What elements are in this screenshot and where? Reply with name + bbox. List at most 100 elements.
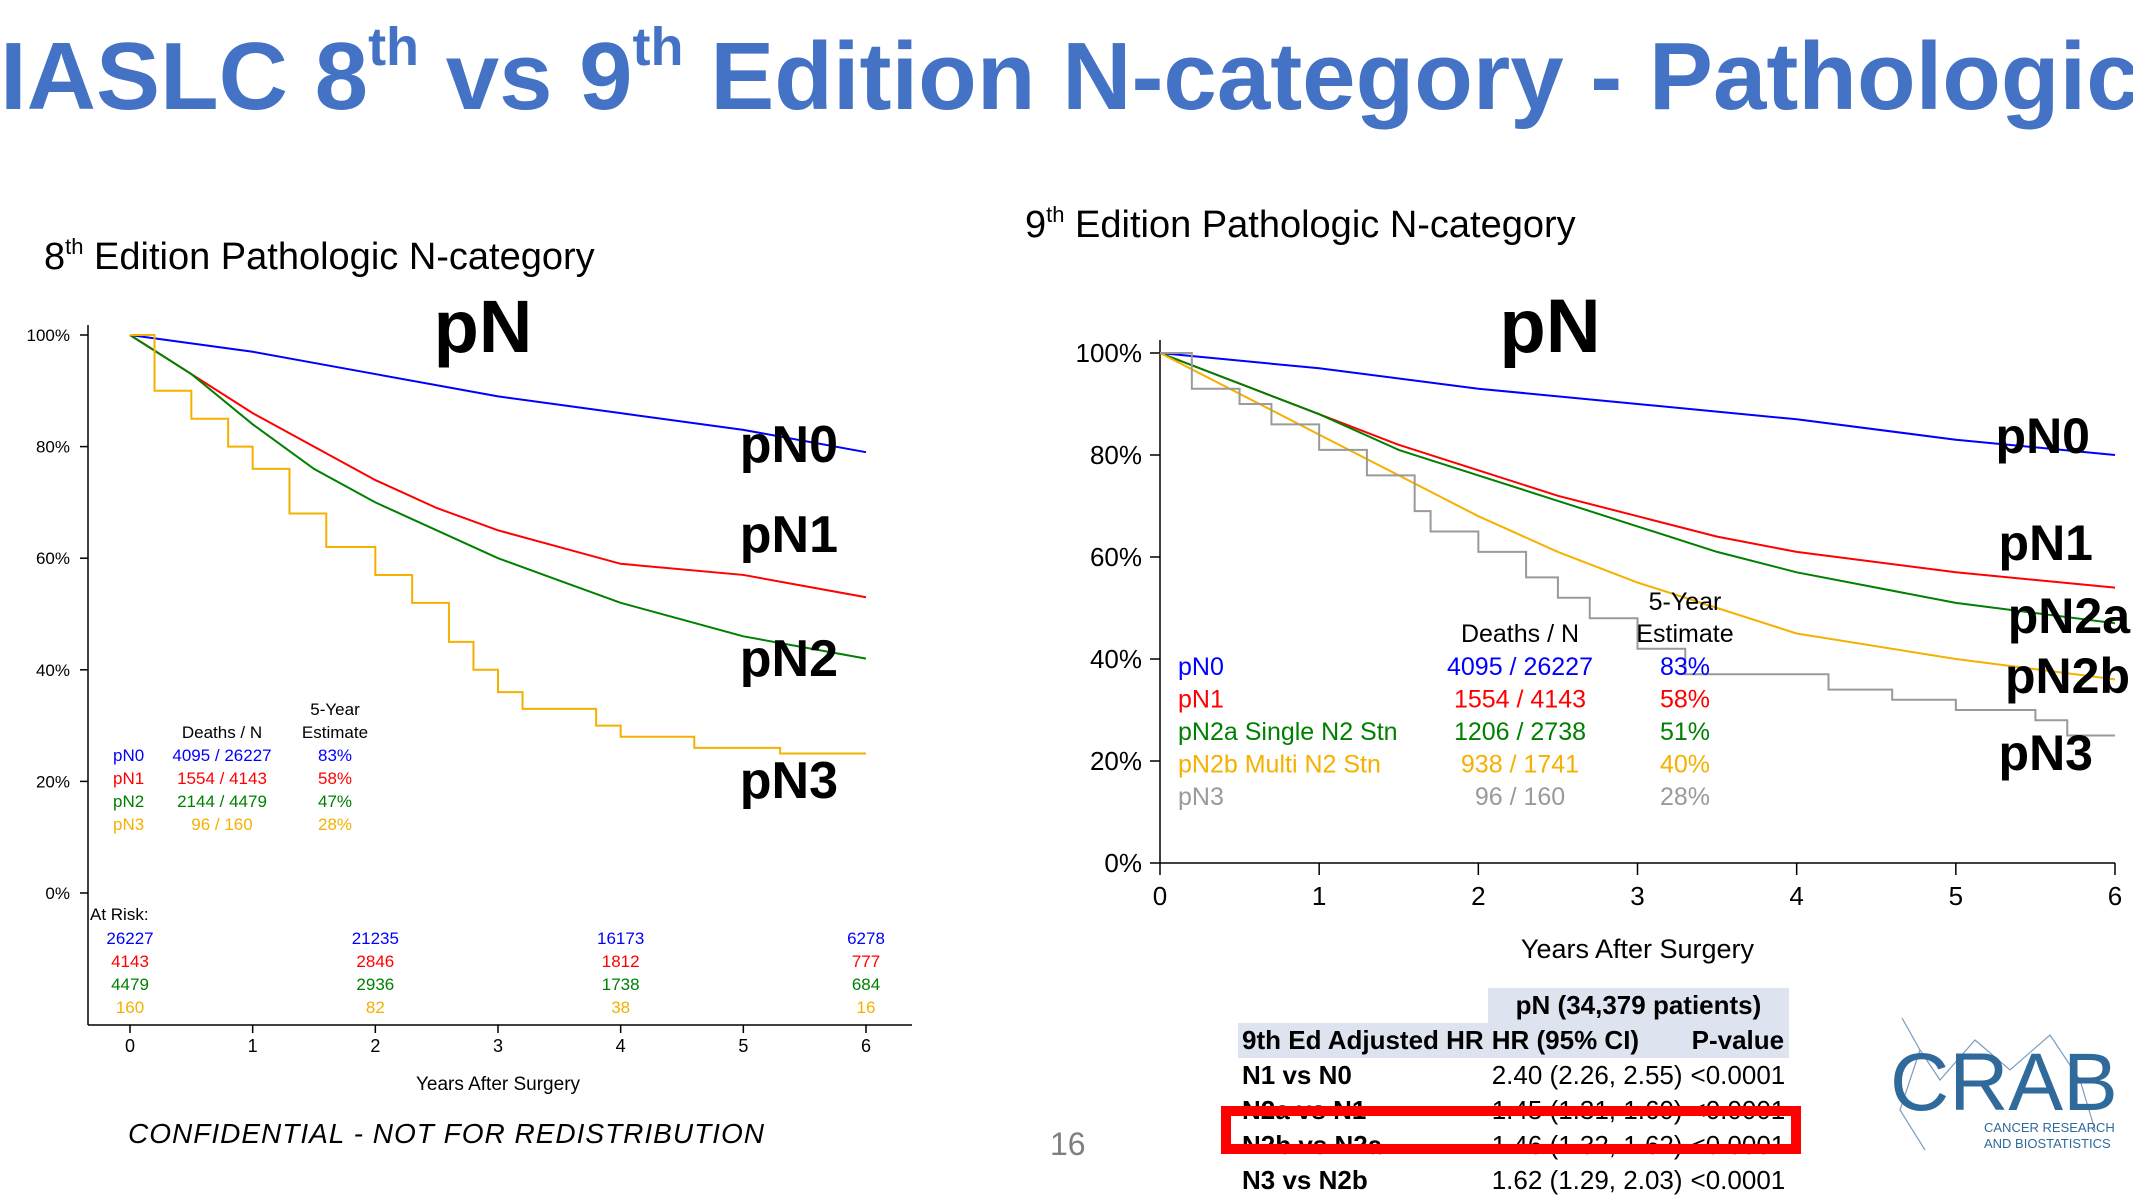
series-label-pN0: pN0 — [740, 416, 838, 474]
legend-deaths-n: 4095 / 26227 — [1447, 653, 1593, 681]
y-tick-label: 100% — [1076, 338, 1143, 368]
legend-estimate: 83% — [318, 746, 352, 765]
legend-deaths-n: 1554 / 4143 — [1454, 686, 1586, 714]
legend-header-est1: 5-Year — [1649, 588, 1722, 616]
table-cell: <0.0001 — [1690, 1165, 1786, 1195]
table-row: N3 vs N2b 1.62 (1.29, 2.03) <0.0001 — [1238, 1163, 1789, 1198]
y-tick-label: 20% — [36, 772, 70, 791]
legend-name: pN2a Single N2 Stn — [1178, 718, 1398, 746]
y-tick-label: 80% — [36, 438, 70, 457]
legend-name: pN2b Multi N2 Stn — [1178, 751, 1381, 779]
x-tick-label: 2 — [1471, 881, 1485, 911]
table-cell: 2.40 (2.26, 2.55) — [1491, 1060, 1683, 1090]
legend-name: pN1 — [113, 769, 144, 788]
y-tick-label: 80% — [1090, 440, 1142, 470]
x-tick-label: 5 — [1949, 881, 1963, 911]
at-risk-value: 4479 — [111, 975, 149, 994]
table-header: HR (95% CI) — [1487, 1023, 1687, 1058]
legend-header-est1: 5-Year — [310, 700, 360, 719]
chart-9th-title: 9th Edition Pathologic N-category — [1025, 202, 1576, 246]
series-label-pN3: pN3 — [740, 752, 838, 810]
big-label-pn: pN — [434, 290, 533, 368]
table-cell: <0.0001 — [1690, 1060, 1786, 1090]
legend-estimate: 83% — [1660, 653, 1710, 681]
legend-header-deaths: Deaths / N — [182, 723, 262, 742]
y-tick-label: 0% — [45, 884, 70, 903]
x-tick-label: 1 — [248, 1036, 258, 1056]
legend-name: pN3 — [113, 815, 144, 834]
y-tick-label: 0% — [1104, 848, 1142, 878]
series-label-pN1: pN1 — [1999, 515, 2093, 571]
at-risk-value: 16 — [857, 998, 876, 1017]
table-cell: 1.62 (1.29, 2.03) — [1491, 1165, 1683, 1195]
table-row: N1 vs N0 2.40 (2.26, 2.55) <0.0001 — [1238, 1058, 1789, 1093]
series-label-pN0: pN0 — [1996, 408, 2090, 464]
at-risk-value: 16173 — [597, 929, 644, 948]
curve-pN2a — [1159, 352, 2116, 625]
x-tick-label: 5 — [738, 1036, 748, 1056]
logo-text: CRAB — [1890, 1037, 2118, 1128]
legend-estimate: 58% — [318, 769, 352, 788]
curve-pN3 — [130, 334, 866, 755]
y-tick-label: 40% — [1090, 644, 1142, 674]
x-tick-label: 3 — [1630, 881, 1644, 911]
x-tick-label: 1 — [1312, 881, 1326, 911]
at-risk-value: 21235 — [352, 929, 399, 948]
series-label-pN2: pN2 — [740, 630, 838, 688]
x-tick-label: 0 — [125, 1036, 135, 1056]
series-label-pN1: pN1 — [740, 506, 838, 564]
table-header: P-value — [1686, 1023, 1790, 1058]
table-header: 9th Ed Adjusted HR — [1238, 1023, 1488, 1058]
legend-deaths-n: 938 / 1741 — [1461, 751, 1579, 779]
table-group-header-row: pN (34,379 patients) — [1238, 988, 1790, 1023]
curve-pN2 — [129, 334, 867, 660]
legend-deaths-n: 96 / 160 — [1475, 783, 1565, 811]
x-axis-title: Years After Surgery — [416, 1074, 581, 1095]
legend-name: pN1 — [1178, 686, 1224, 714]
series-label-pN2b: pN2b — [2005, 648, 2130, 704]
table-header-row: 9th Ed Adjusted HR HR (95% CI) P-value — [1238, 1023, 1790, 1058]
at-risk-value: 684 — [852, 975, 880, 994]
km-chart-9th: 0% 20% 40% 60% 80% 100% 0 1 2 3 4 5 6 Years After Sur… — [1076, 290, 2132, 964]
series-label-pN2a: pN2a — [2008, 588, 2131, 644]
legend-name: pN2 — [113, 792, 144, 811]
hazard-ratio-table: pN (34,379 patients) 9th Ed Adjusted HR … — [1238, 988, 1790, 1198]
legend-header-est2: Estimate — [1636, 620, 1733, 648]
curve-pN1 — [129, 334, 867, 599]
legend-estimate: 40% — [1660, 751, 1710, 779]
at-risk-value: 777 — [852, 952, 880, 971]
at-risk-value: 26227 — [106, 929, 153, 948]
logo-line1: CANCER RESEARCH — [1984, 1120, 2115, 1135]
x-tick-label: 4 — [616, 1036, 626, 1056]
legend-name: pN0 — [1178, 653, 1224, 681]
x-tick-label: 6 — [861, 1036, 871, 1056]
legend-header-deaths: Deaths / N — [1461, 620, 1579, 648]
x-tick-label: 2 — [370, 1036, 380, 1056]
legend-estimate: 58% — [1660, 686, 1710, 714]
legend-deaths-n: 1206 / 2738 — [1454, 718, 1586, 746]
curve-pN0 — [1159, 352, 2116, 456]
confidential-note: CONFIDENTIAL - NOT FOR REDISTRIBUTION — [128, 1118, 765, 1149]
page-number: 16 — [1050, 1126, 1086, 1162]
curve-pN1 — [1159, 352, 2116, 589]
legend-estimate: 28% — [318, 815, 352, 834]
y-tick-label: 60% — [36, 549, 70, 568]
highlight-box — [1221, 1106, 1801, 1154]
at-risk-value: 82 — [366, 998, 385, 1017]
legend-deaths-n: 96 / 160 — [191, 815, 252, 834]
legend-deaths-n: 2144 / 4479 — [177, 792, 267, 811]
at-risk-value: 160 — [116, 998, 144, 1017]
legend-name: pN3 — [1178, 783, 1224, 811]
x-axis-title: Years After Surgery — [1521, 934, 1755, 964]
table-group-header: pN (34,379 patients) — [1487, 988, 1790, 1023]
x-tick-label: 6 — [2108, 881, 2122, 911]
at-risk-value: 2846 — [356, 952, 394, 971]
y-tick-label: 40% — [36, 661, 70, 680]
legend-deaths-n: 1554 / 4143 — [177, 769, 267, 788]
curve-pN0 — [129, 334, 867, 454]
x-tick-label: 3 — [493, 1036, 503, 1056]
chart-8th-title: 8th Edition Pathologic N-category — [44, 234, 595, 278]
page-title: IASLC 8th vs 9th Edition N-category - Pa… — [0, 17, 2133, 130]
curve-pN3 — [1160, 352, 2115, 737]
curve-pN2b — [1159, 352, 2116, 681]
